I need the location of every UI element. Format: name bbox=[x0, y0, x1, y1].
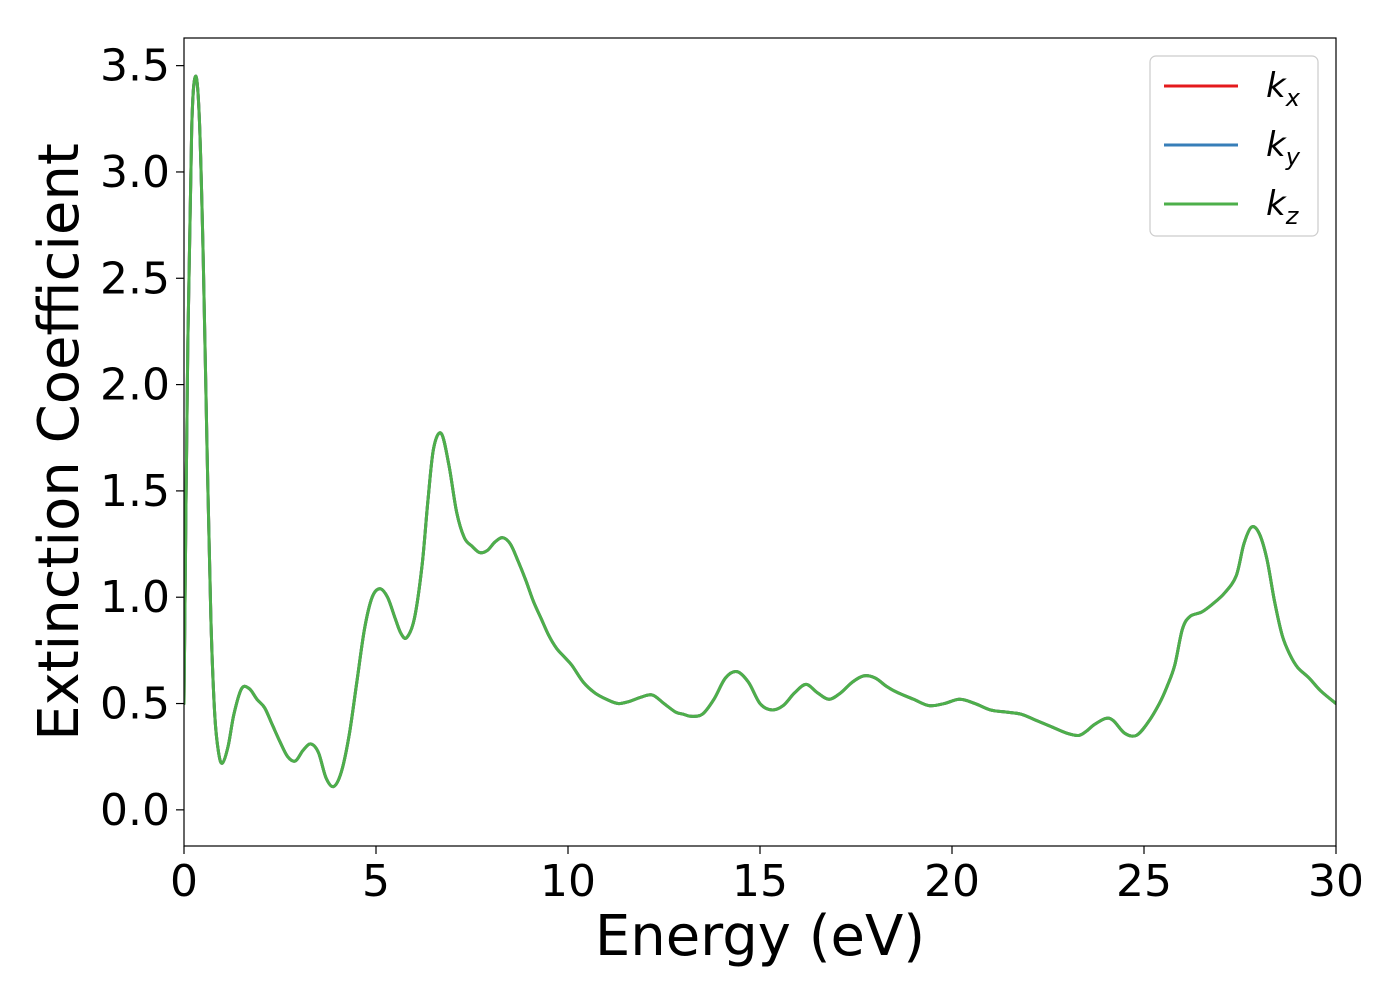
legend-label-subscript: x bbox=[1285, 84, 1301, 112]
legend-label-kx: kx bbox=[1266, 66, 1301, 112]
x-axis-label: Energy (eV) bbox=[595, 904, 925, 969]
x-tick-label: 10 bbox=[540, 856, 596, 907]
x-tick-label: 20 bbox=[924, 856, 980, 907]
y-tick-label: 0.0 bbox=[100, 785, 170, 836]
legend-label-kz: kz bbox=[1266, 184, 1300, 230]
y-tick-label: 0.5 bbox=[100, 679, 170, 730]
series-line-kz bbox=[184, 74, 1336, 789]
legend-label-ky: ky bbox=[1266, 125, 1301, 171]
y-axis: 0.0 0.5 1.0 1.5 2.0 2.5 3.0 3.5 bbox=[100, 41, 184, 836]
y-tick-label: 2.5 bbox=[100, 253, 170, 304]
y-tick-label: 1.0 bbox=[100, 572, 170, 623]
y-tick-label: 3.0 bbox=[100, 147, 170, 198]
legend-label-main: k bbox=[1266, 184, 1287, 224]
x-tick-label: 25 bbox=[1116, 856, 1172, 907]
y-tick-label: 3.5 bbox=[100, 41, 170, 92]
x-tick-label: 0 bbox=[170, 856, 198, 907]
y-axis-label: Extinction Coefficient bbox=[27, 143, 92, 741]
x-tick-label: 30 bbox=[1308, 856, 1364, 907]
legend-label-main: k bbox=[1266, 125, 1287, 165]
legend-label-main: k bbox=[1266, 66, 1287, 106]
y-tick-label: 2.0 bbox=[100, 360, 170, 411]
y-tick-label: 1.5 bbox=[100, 466, 170, 517]
x-axis: 0 5 10 15 20 25 30 bbox=[170, 846, 1364, 907]
legend-label-subscript: z bbox=[1285, 202, 1300, 230]
legend-label-subscript: y bbox=[1285, 143, 1301, 171]
x-tick-label: 15 bbox=[732, 856, 788, 907]
x-tick-label: 5 bbox=[362, 856, 390, 907]
series-layer bbox=[184, 74, 1336, 789]
